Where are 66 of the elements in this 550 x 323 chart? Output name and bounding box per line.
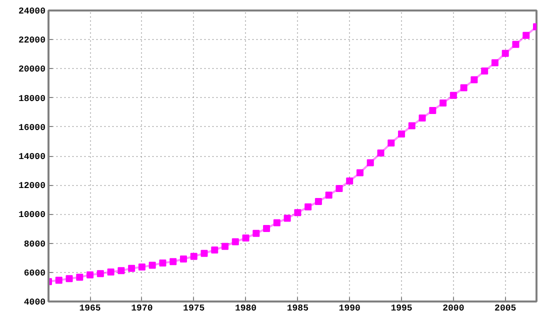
y-tick-label: 6000 [24,268,46,278]
x-tick-label: 1995 [390,304,412,314]
point [522,32,530,39]
x-tick-label: 1985 [286,304,308,314]
point [211,246,218,254]
point [346,178,354,185]
y-tick-label: 10000 [18,210,46,220]
point [450,92,457,99]
point [66,275,73,282]
point [190,252,198,260]
point [294,209,302,216]
point [512,40,520,48]
x-tick-label: 2005 [494,304,516,314]
x-tick-label: 1980 [234,304,257,314]
point [429,106,436,114]
point [377,149,384,156]
point [159,259,166,266]
point [148,262,156,269]
point [314,198,322,206]
x-tick-label: 1975 [183,304,205,314]
y-tick-label: 22000 [18,36,46,46]
y-tick-label: 12000 [18,181,46,192]
y-tick-label: 14000 [18,152,46,162]
point [200,250,208,257]
point [273,219,280,226]
point [388,140,395,147]
point [398,130,406,138]
point [366,159,374,166]
y-tick-label: 18000 [18,94,46,104]
point [55,276,62,284]
point [325,192,332,199]
x-tick-label: 1965 [79,304,101,314]
point [107,268,114,276]
point [232,238,239,246]
y-tick-label: 20000 [18,64,46,75]
point [481,68,488,75]
point [440,100,447,107]
point [304,203,312,210]
x-tick-label: 1970 [131,304,153,314]
point [502,50,509,57]
point [252,230,260,237]
x-tick-label: 2000 [442,304,464,314]
point [460,84,468,92]
x-tick-label: 1990 [338,304,360,314]
point [170,258,177,266]
point [356,169,364,176]
y-tick-label: 8000 [24,239,46,250]
point [242,234,250,242]
point [138,264,146,271]
y-tick-label: 4000 [24,298,46,308]
point [336,184,343,192]
point [491,59,498,66]
point [180,256,187,263]
y-tick-label: 16000 [18,122,46,133]
point [128,264,136,272]
point [96,270,104,278]
point [408,122,416,130]
point [418,114,426,122]
point [284,214,291,222]
point [470,76,478,84]
point [86,271,94,278]
y-tick-label: 24000 [18,6,46,16]
point [76,274,84,281]
point [118,267,125,274]
point [222,242,229,250]
point [263,224,270,232]
